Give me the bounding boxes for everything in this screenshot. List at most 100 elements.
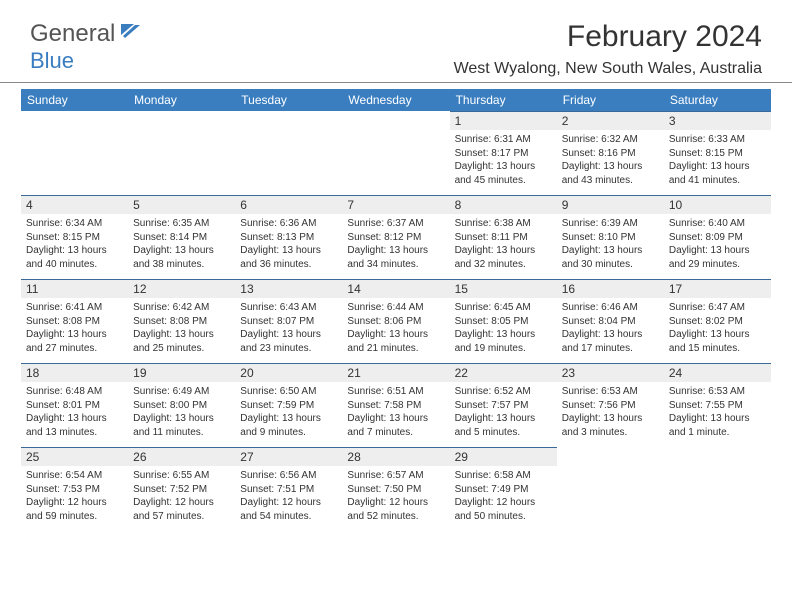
day-details: Sunrise: 6:42 AMSunset: 8:08 PMDaylight:…: [128, 298, 235, 358]
sunset-line: Sunset: 8:08 PM: [26, 315, 123, 329]
daylight-line: Daylight: 13 hours and 3 minutes.: [562, 412, 659, 439]
calendar-week-row: 1Sunrise: 6:31 AMSunset: 8:17 PMDaylight…: [21, 111, 771, 195]
calendar-day-cell: 28Sunrise: 6:57 AMSunset: 7:50 PMDayligh…: [342, 447, 449, 531]
sunset-line: Sunset: 7:49 PM: [455, 483, 552, 497]
day-details: Sunrise: 6:45 AMSunset: 8:05 PMDaylight:…: [450, 298, 557, 358]
calendar-day-cell: 21Sunrise: 6:51 AMSunset: 7:58 PMDayligh…: [342, 363, 449, 447]
calendar-day-cell: 20Sunrise: 6:50 AMSunset: 7:59 PMDayligh…: [235, 363, 342, 447]
day-number: 22: [450, 363, 557, 382]
daylight-line: Daylight: 13 hours and 40 minutes.: [26, 244, 123, 271]
sunset-line: Sunset: 7:52 PM: [133, 483, 230, 497]
calendar-day-cell: 15Sunrise: 6:45 AMSunset: 8:05 PMDayligh…: [450, 279, 557, 363]
calendar-week-row: 11Sunrise: 6:41 AMSunset: 8:08 PMDayligh…: [21, 279, 771, 363]
day-number: 23: [557, 363, 664, 382]
day-number: 12: [128, 279, 235, 298]
calendar-week-row: 25Sunrise: 6:54 AMSunset: 7:53 PMDayligh…: [21, 447, 771, 531]
sunrise-line: Sunrise: 6:49 AM: [133, 385, 230, 399]
day-number: 4: [21, 195, 128, 214]
day-details: Sunrise: 6:34 AMSunset: 8:15 PMDaylight:…: [21, 214, 128, 274]
calendar-day-cell: [21, 111, 128, 195]
day-details: Sunrise: 6:39 AMSunset: 8:10 PMDaylight:…: [557, 214, 664, 274]
calendar-day-cell: 29Sunrise: 6:58 AMSunset: 7:49 PMDayligh…: [450, 447, 557, 531]
daylight-line: Daylight: 13 hours and 34 minutes.: [347, 244, 444, 271]
sunset-line: Sunset: 8:15 PM: [669, 147, 766, 161]
sunset-line: Sunset: 8:04 PM: [562, 315, 659, 329]
day-details: Sunrise: 6:37 AMSunset: 8:12 PMDaylight:…: [342, 214, 449, 274]
daylight-line: Daylight: 13 hours and 19 minutes.: [455, 328, 552, 355]
daylight-line: Daylight: 13 hours and 15 minutes.: [669, 328, 766, 355]
calendar-day-cell: [128, 111, 235, 195]
day-details: Sunrise: 6:38 AMSunset: 8:11 PMDaylight:…: [450, 214, 557, 274]
day-number: 15: [450, 279, 557, 298]
sunset-line: Sunset: 8:13 PM: [240, 231, 337, 245]
day-details: Sunrise: 6:54 AMSunset: 7:53 PMDaylight:…: [21, 466, 128, 526]
sunset-line: Sunset: 7:59 PM: [240, 399, 337, 413]
day-number: 24: [664, 363, 771, 382]
calendar-day-cell: 14Sunrise: 6:44 AMSunset: 8:06 PMDayligh…: [342, 279, 449, 363]
sunrise-line: Sunrise: 6:36 AM: [240, 217, 337, 231]
sunrise-line: Sunrise: 6:43 AM: [240, 301, 337, 315]
daylight-line: Daylight: 13 hours and 27 minutes.: [26, 328, 123, 355]
weekday-header: Monday: [128, 89, 235, 111]
sunset-line: Sunset: 8:14 PM: [133, 231, 230, 245]
day-details: Sunrise: 6:48 AMSunset: 8:01 PMDaylight:…: [21, 382, 128, 442]
sunrise-line: Sunrise: 6:55 AM: [133, 469, 230, 483]
day-details: Sunrise: 6:31 AMSunset: 8:17 PMDaylight:…: [450, 130, 557, 190]
calendar-day-cell: [342, 111, 449, 195]
day-number: 3: [664, 111, 771, 130]
calendar-day-cell: 11Sunrise: 6:41 AMSunset: 8:08 PMDayligh…: [21, 279, 128, 363]
weekday-header: Friday: [557, 89, 664, 111]
daylight-line: Daylight: 13 hours and 45 minutes.: [455, 160, 552, 187]
day-details: Sunrise: 6:50 AMSunset: 7:59 PMDaylight:…: [235, 382, 342, 442]
sunrise-line: Sunrise: 6:52 AM: [455, 385, 552, 399]
sunset-line: Sunset: 8:01 PM: [26, 399, 123, 413]
daylight-line: Daylight: 12 hours and 52 minutes.: [347, 496, 444, 523]
daylight-line: Daylight: 13 hours and 5 minutes.: [455, 412, 552, 439]
day-number: 16: [557, 279, 664, 298]
day-number: 2: [557, 111, 664, 130]
day-number: 7: [342, 195, 449, 214]
sunrise-line: Sunrise: 6:54 AM: [26, 469, 123, 483]
weekday-header: Thursday: [450, 89, 557, 111]
sunset-line: Sunset: 7:55 PM: [669, 399, 766, 413]
calendar-day-cell: [664, 447, 771, 531]
sunrise-line: Sunrise: 6:57 AM: [347, 469, 444, 483]
daylight-line: Daylight: 12 hours and 50 minutes.: [455, 496, 552, 523]
calendar-day-cell: 12Sunrise: 6:42 AMSunset: 8:08 PMDayligh…: [128, 279, 235, 363]
calendar-day-cell: 5Sunrise: 6:35 AMSunset: 8:14 PMDaylight…: [128, 195, 235, 279]
sunrise-line: Sunrise: 6:41 AM: [26, 301, 123, 315]
calendar-day-cell: 23Sunrise: 6:53 AMSunset: 7:56 PMDayligh…: [557, 363, 664, 447]
sunrise-line: Sunrise: 6:32 AM: [562, 133, 659, 147]
day-number: 19: [128, 363, 235, 382]
calendar-day-cell: 4Sunrise: 6:34 AMSunset: 8:15 PMDaylight…: [21, 195, 128, 279]
sunrise-line: Sunrise: 6:51 AM: [347, 385, 444, 399]
day-details: Sunrise: 6:57 AMSunset: 7:50 PMDaylight:…: [342, 466, 449, 526]
brand-logo: General: [30, 20, 144, 48]
day-number: 14: [342, 279, 449, 298]
daylight-line: Daylight: 13 hours and 38 minutes.: [133, 244, 230, 271]
calendar-day-cell: 9Sunrise: 6:39 AMSunset: 8:10 PMDaylight…: [557, 195, 664, 279]
calendar-day-cell: 26Sunrise: 6:55 AMSunset: 7:52 PMDayligh…: [128, 447, 235, 531]
day-details: Sunrise: 6:46 AMSunset: 8:04 PMDaylight:…: [557, 298, 664, 358]
sunrise-line: Sunrise: 6:40 AM: [669, 217, 766, 231]
day-details: Sunrise: 6:36 AMSunset: 8:13 PMDaylight:…: [235, 214, 342, 274]
daylight-line: Daylight: 13 hours and 7 minutes.: [347, 412, 444, 439]
title-block: February 2024: [567, 20, 762, 54]
sunset-line: Sunset: 8:15 PM: [26, 231, 123, 245]
calendar-day-cell: 2Sunrise: 6:32 AMSunset: 8:16 PMDaylight…: [557, 111, 664, 195]
sunset-line: Sunset: 7:51 PM: [240, 483, 337, 497]
sunset-line: Sunset: 8:07 PM: [240, 315, 337, 329]
brand-text-1: General: [30, 20, 115, 48]
page-subtitle: West Wyalong, New South Wales, Australia: [30, 60, 762, 82]
day-number: 18: [21, 363, 128, 382]
daylight-line: Daylight: 13 hours and 41 minutes.: [669, 160, 766, 187]
day-number: 10: [664, 195, 771, 214]
sunrise-line: Sunrise: 6:44 AM: [347, 301, 444, 315]
daylight-line: Daylight: 12 hours and 54 minutes.: [240, 496, 337, 523]
day-details: Sunrise: 6:35 AMSunset: 8:14 PMDaylight:…: [128, 214, 235, 274]
calendar-body: 1Sunrise: 6:31 AMSunset: 8:17 PMDaylight…: [21, 111, 771, 531]
sunset-line: Sunset: 7:50 PM: [347, 483, 444, 497]
sunrise-line: Sunrise: 6:42 AM: [133, 301, 230, 315]
sunrise-line: Sunrise: 6:39 AM: [562, 217, 659, 231]
day-number: 9: [557, 195, 664, 214]
